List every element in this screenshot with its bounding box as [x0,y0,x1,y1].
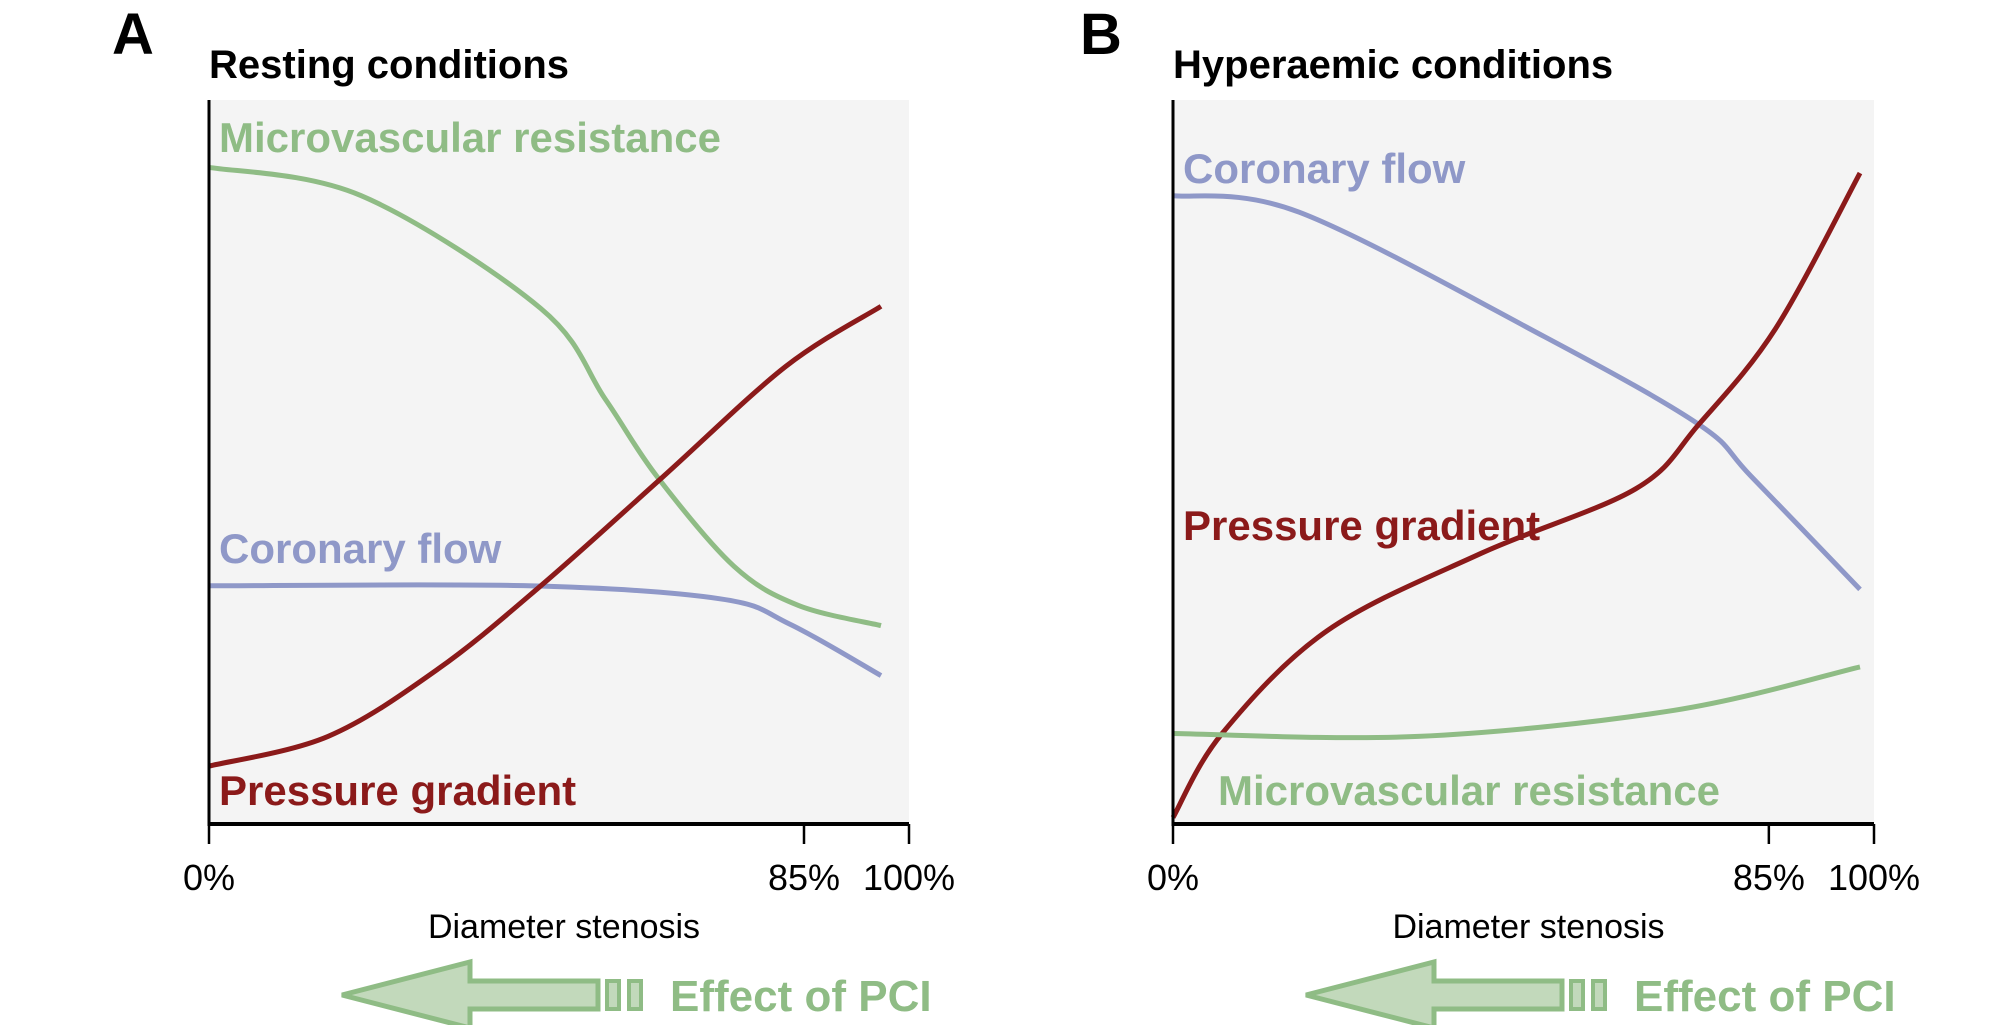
series-label: Microvascular resistance [1218,767,1720,814]
pci-label: Effect of PCI [670,972,932,1021]
panel-title: Hyperaemic conditions [1173,43,1613,87]
series-line-coronary-flow [1172,193,1862,592]
x-tick-label: 100% [863,857,955,898]
arrow-dash [1591,979,1607,1011]
series-line-pressure-gradient [1170,171,1863,819]
panel-a: A Resting conditions 0% 85% 100% Microvasc… [112,2,955,1025]
arrow-dash [605,979,621,1011]
effect-of-pci-annotation: Effect of PCI [1305,958,1896,1025]
panel-title: Resting conditions [209,43,569,87]
x-axis-title: Diameter stenosis [428,908,700,946]
series-line-microvascular-resistance [1172,664,1861,741]
series-label: Coronary flow [1183,145,1466,192]
x-tick-label: 85% [768,857,840,898]
x-tick-label: 100% [1828,857,1920,898]
series-label: Pressure gradient [219,767,576,814]
series-label: Microvascular resistance [219,114,721,161]
plot-background [1173,100,1874,824]
pci-label: Effect of PCI [1634,972,1896,1021]
panel-letter: A [112,2,154,67]
effect-of-pci-annotation: Effect of PCI [341,958,932,1025]
arrow-dash [1569,979,1585,1011]
left-arrow-icon [341,958,601,1025]
x-tick-label: 85% [1733,857,1805,898]
series-line-pressure-gradient [208,304,883,769]
panel-b: B Hyperaemic conditions 0% 85% 100% Corona… [1080,2,1920,1025]
series-label: Pressure gradient [1183,502,1540,549]
plot-background [209,100,909,824]
left-arrow-icon [1305,958,1565,1025]
x-tick-label: 0% [1147,857,1199,898]
x-tick-label: 0% [183,857,235,898]
x-axis-title: Diameter stenosis [1392,908,1664,946]
arrow-dash [627,979,643,1011]
panel-letter: B [1080,2,1122,67]
series-line-microvascular-resistance [208,164,882,629]
series-label: Coronary flow [219,525,502,572]
series-line-coronary-flow [208,582,883,678]
